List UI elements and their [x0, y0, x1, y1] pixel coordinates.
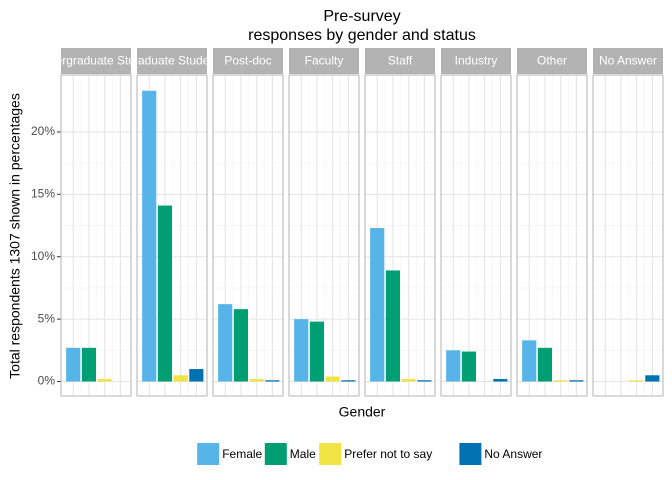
bar — [218, 304, 233, 382]
bar — [493, 379, 508, 382]
panel-background — [593, 75, 663, 396]
bar — [173, 375, 188, 382]
y-tick-label: 5% — [38, 311, 56, 325]
bar — [446, 350, 461, 382]
panel-border — [136, 74, 208, 397]
panel — [592, 74, 664, 397]
panel — [60, 74, 132, 397]
y-tick-label: 0% — [38, 374, 56, 388]
strip-label: Graduate Student — [125, 54, 220, 68]
panel — [516, 74, 588, 397]
strip — [593, 48, 663, 74]
bar — [189, 369, 204, 382]
panel-border — [516, 74, 588, 397]
panel-border — [440, 74, 512, 397]
strip — [61, 48, 131, 74]
strip-label: No Answer — [599, 54, 657, 68]
bar — [309, 321, 324, 382]
bar — [97, 379, 112, 382]
x-axis-title: Gender — [339, 404, 386, 420]
legend-label: No Answer — [484, 447, 542, 461]
panel-border — [592, 74, 664, 397]
legend-swatch — [264, 443, 287, 465]
y-tick-label: 10% — [31, 249, 55, 263]
panel-background — [441, 75, 511, 396]
bar — [370, 228, 385, 382]
bar — [142, 90, 157, 382]
bar — [325, 376, 340, 382]
strip — [517, 48, 587, 74]
bar — [157, 205, 172, 382]
bar — [385, 270, 400, 382]
bar — [341, 380, 356, 382]
strip-label: Post-doc — [224, 54, 271, 68]
strip — [213, 48, 283, 74]
legend-label: Male — [290, 447, 316, 461]
bar — [294, 319, 309, 382]
panel-background — [61, 75, 131, 396]
bar — [401, 379, 416, 382]
panel-border — [364, 74, 436, 397]
panel-border — [60, 74, 132, 397]
strip-label: Industry — [455, 54, 498, 68]
panel — [288, 74, 360, 397]
strip-label: Undergraduate Student — [34, 54, 159, 68]
bar — [629, 380, 644, 382]
legend-swatch — [319, 443, 342, 465]
y-axis-title: Total respondents 1307 shown in percenta… — [7, 93, 23, 379]
bar — [66, 347, 81, 382]
legend-label: Prefer not to say — [344, 447, 432, 461]
panel — [212, 74, 284, 397]
legend-label: Female — [222, 447, 262, 461]
chart-subtitle: responses by gender and status — [248, 27, 476, 44]
strip — [365, 48, 435, 74]
bar — [537, 347, 552, 382]
strip — [289, 48, 359, 74]
bar — [81, 347, 96, 382]
bar — [522, 340, 537, 382]
strip-label: Staff — [388, 54, 413, 68]
y-tick-label: 20% — [31, 124, 55, 138]
panel — [440, 74, 512, 397]
panel — [136, 74, 208, 397]
y-tick-label: 15% — [31, 186, 55, 200]
legend-swatch — [197, 443, 220, 465]
bar — [249, 379, 264, 382]
bar — [265, 380, 280, 382]
strip — [441, 48, 511, 74]
bar — [645, 375, 660, 382]
strip — [137, 48, 207, 74]
strip-label: Other — [537, 54, 567, 68]
panel — [364, 74, 436, 397]
chart-title: Pre-survey — [323, 8, 400, 25]
legend-swatch — [459, 443, 482, 465]
panel-border — [212, 74, 284, 397]
panel-border — [288, 74, 360, 397]
bar — [461, 351, 476, 382]
strip-label: Faculty — [305, 54, 344, 68]
bar — [417, 380, 432, 382]
bar — [233, 309, 248, 382]
bar — [553, 380, 568, 382]
bar — [569, 380, 584, 382]
